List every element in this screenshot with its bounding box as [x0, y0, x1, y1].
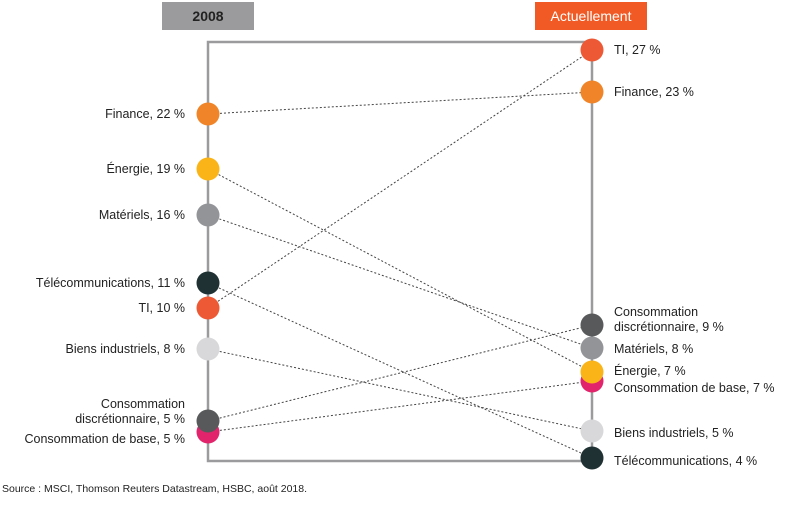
label-2008-0: Finance, 22 %: [105, 107, 185, 121]
chart-frame: [206, 40, 594, 463]
dot-2008-0: [196, 102, 220, 126]
connector-7: [207, 380, 593, 433]
dot-2008-2: [196, 203, 220, 227]
dot-now-4: [580, 38, 604, 62]
label-now-7: Consommation de base, 7 %: [614, 381, 775, 395]
dot-2008-1: [196, 157, 220, 181]
label-now-3: Télécommunications, 4 %: [614, 454, 757, 468]
label-now-1: Énergie, 7 %: [614, 363, 686, 378]
label-2008-2: Matériels, 16 %: [99, 208, 185, 222]
connector-5: [207, 348, 593, 432]
label-2008-3: Télécommunications, 11 %: [36, 276, 185, 290]
dot-2008-4: [196, 296, 220, 320]
connector-2: [207, 214, 593, 349]
column-header-actuellement: Actuellement: [535, 2, 647, 30]
connector-4: [207, 49, 593, 309]
label-now-2: Matériels, 8 %: [614, 342, 693, 356]
dot-2008-3: [196, 271, 220, 295]
label-2008-5: Biens industriels, 8 %: [65, 342, 185, 356]
connector-1: [207, 168, 593, 373]
connector-3: [207, 282, 593, 459]
column-header-2008: 2008: [162, 2, 254, 30]
label-2008-7: Consommation de base, 5 %: [24, 432, 185, 446]
source-note: Source : MSCI, Thomson Reuters Datastrea…: [2, 483, 308, 495]
label-now-6: Consommation discrétionnaire, 9 %: [614, 305, 724, 334]
label-2008-6: Consommation discrétionnaire, 5 %: [75, 397, 185, 426]
slope-chart: Finance, 22 % Finance, 23 % Énergie, 19 % É…: [24, 38, 775, 470]
label-2008-4: TI, 10 %: [138, 301, 185, 315]
label-now-0: Finance, 23 %: [614, 85, 694, 99]
label-2008-1: Énergie, 19 %: [106, 161, 185, 176]
connector-0: [207, 91, 593, 115]
dot-now-0: [580, 80, 604, 104]
dot-now-3: [580, 446, 604, 470]
dot-2008-5: [196, 337, 220, 361]
dot-now-1: [580, 360, 604, 384]
label-now-4: TI, 27 %: [614, 43, 661, 57]
label-now-5: Biens industriels, 5 %: [614, 426, 734, 440]
dot-2008-6: [196, 409, 220, 433]
connector-6: [207, 324, 593, 422]
dot-now-6: [580, 313, 604, 337]
dot-now-5: [580, 419, 604, 443]
dot-now-2: [580, 336, 604, 360]
